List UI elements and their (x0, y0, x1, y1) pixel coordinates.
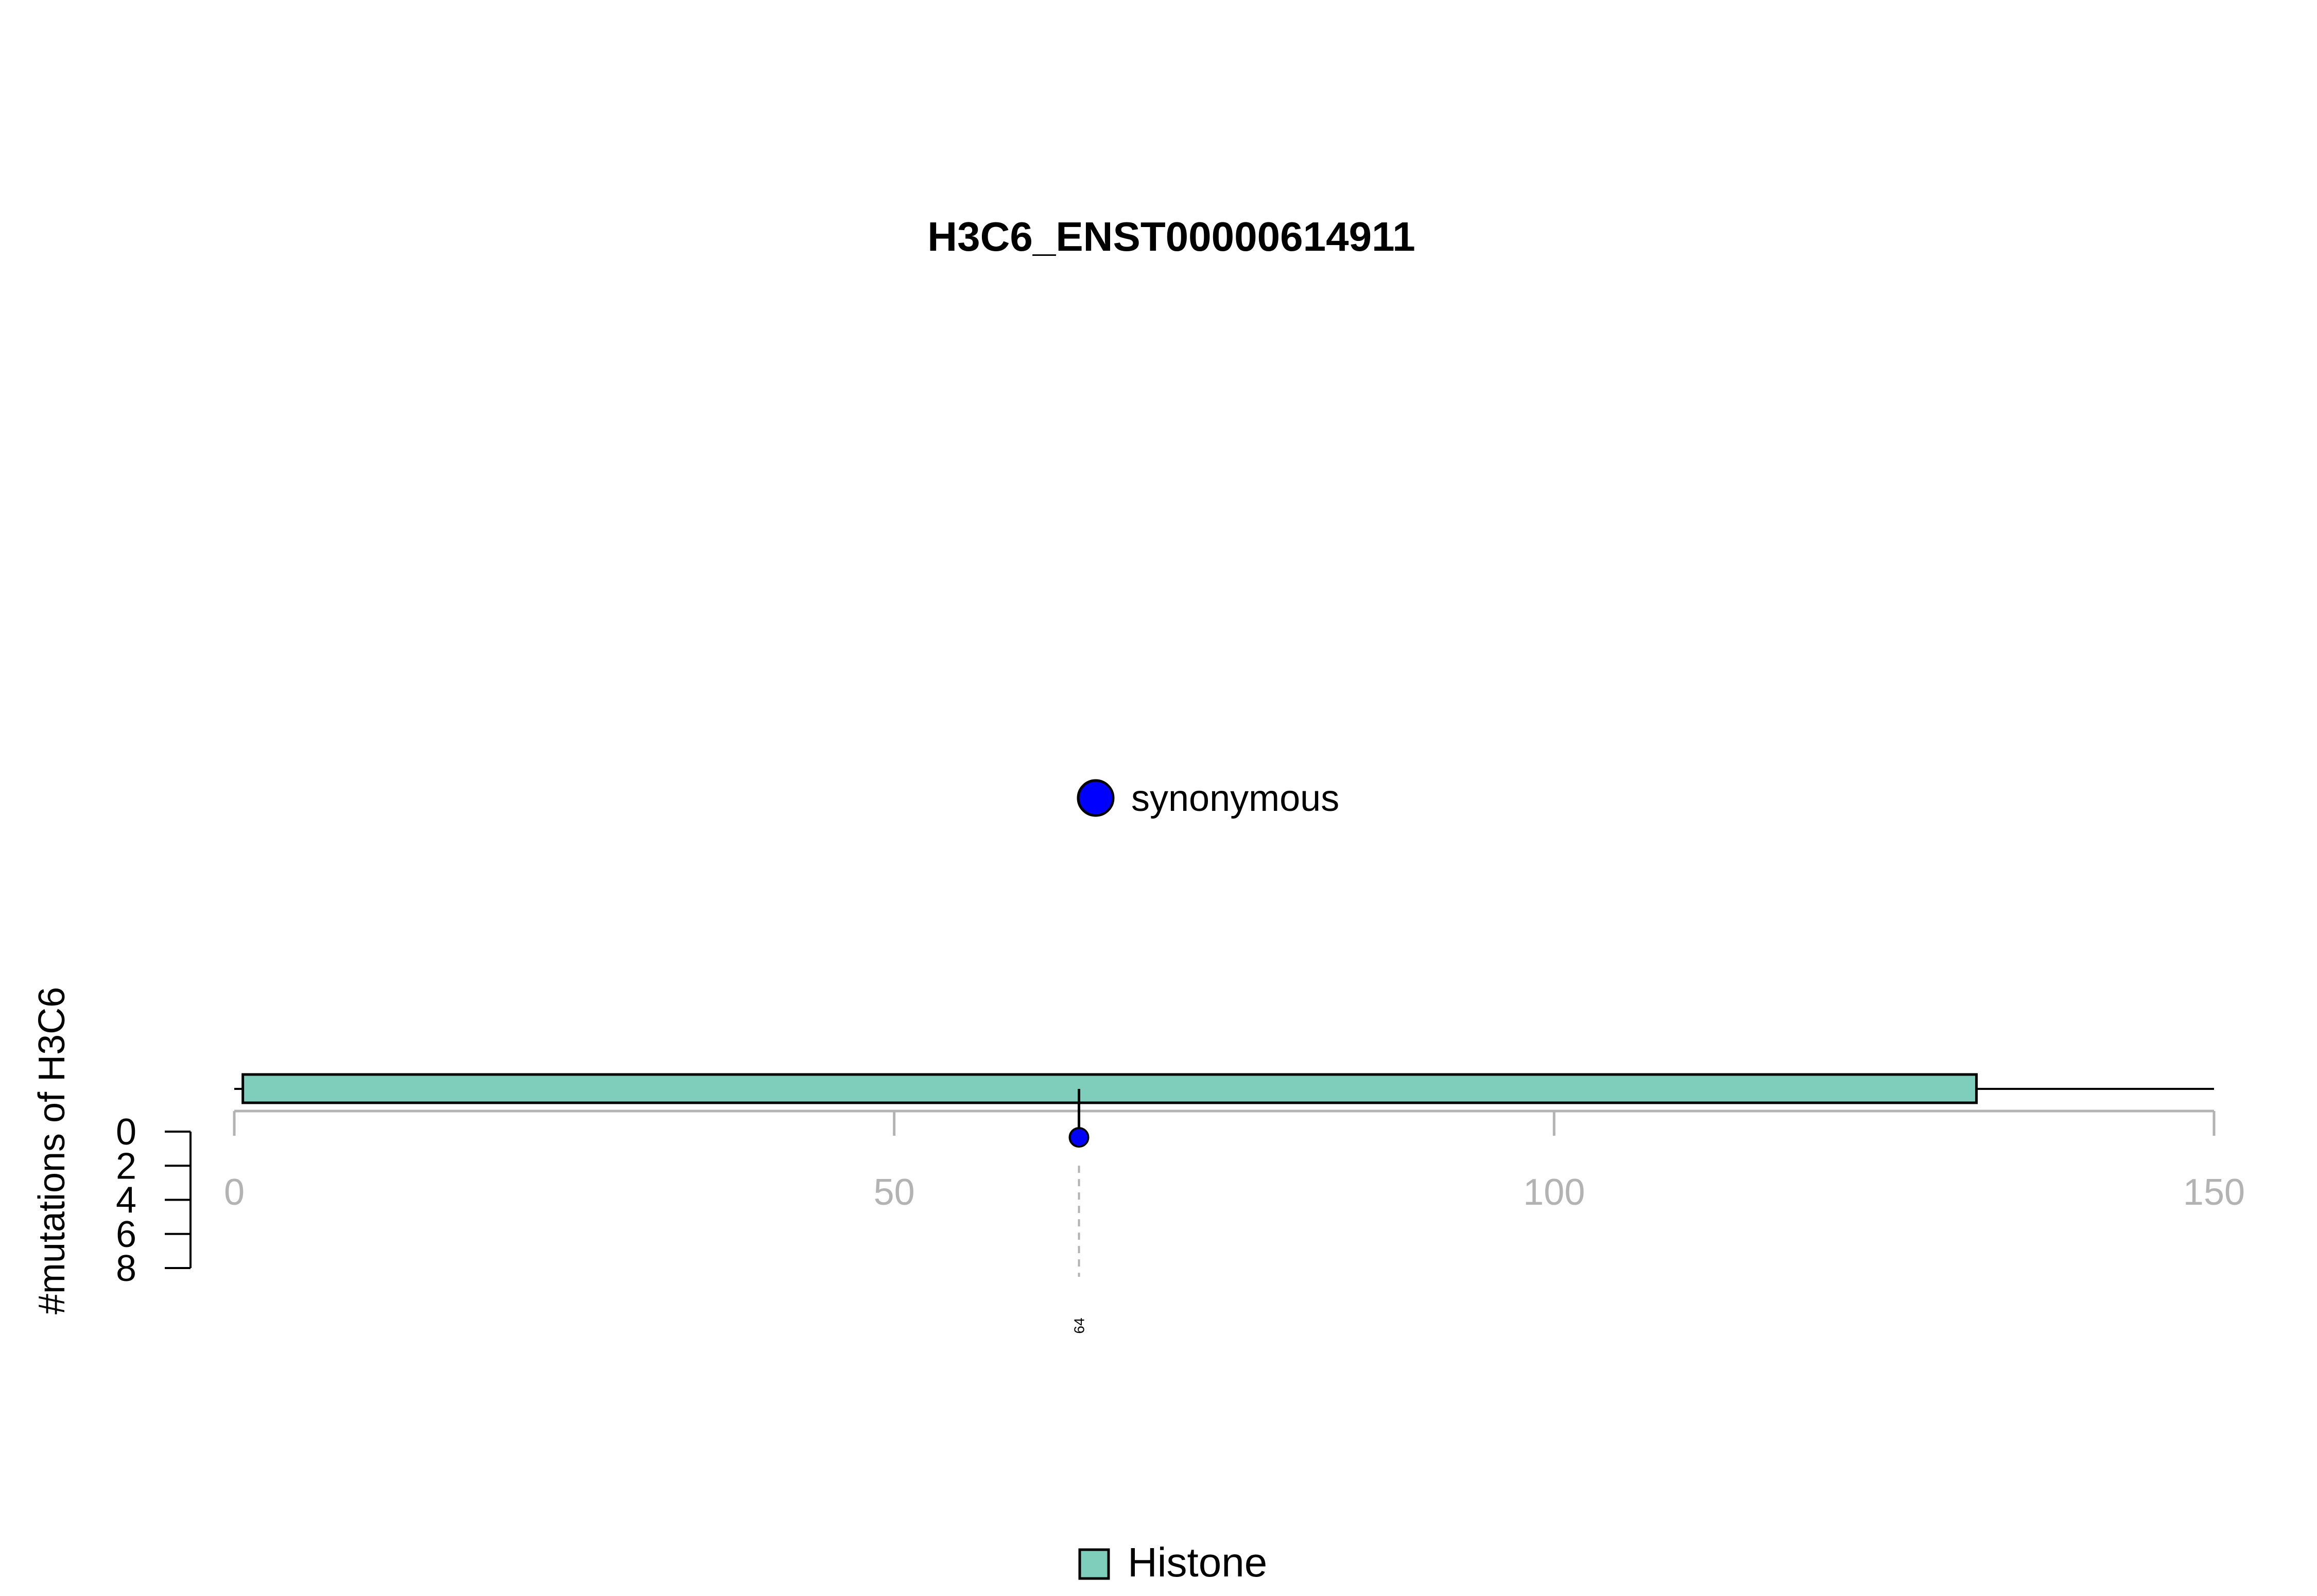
mutation-legend: synonymous (1077, 778, 1339, 819)
x-axis: 0 50 100 150 (224, 1109, 2245, 1213)
legend-label-synonymous: synonymous (1131, 778, 1339, 819)
y-axis-label: #mutations of H3C6 (31, 987, 73, 1314)
legend-marker-synonymous (1077, 779, 1115, 817)
x-tick-label: 150 (2183, 1172, 2245, 1213)
y-tick-label: 6 (116, 1214, 136, 1255)
chart-title: H3C6_ENST00000614911 (927, 214, 1415, 259)
y-tick-label: 4 (116, 1180, 136, 1221)
domain-histone (241, 1073, 1978, 1104)
mutation-position-label: 64 (1071, 1317, 1087, 1333)
x-tick-label: 100 (1523, 1172, 1585, 1213)
y-tick-label: 0 (116, 1112, 136, 1153)
domain-layer (241, 1073, 1978, 1104)
domain-legend-swatch (1078, 1548, 1110, 1580)
domain-legend: Histone (1078, 1539, 1267, 1585)
x-tick-label: 0 (224, 1172, 245, 1213)
y-tick-label: 8 (116, 1248, 136, 1289)
y-tick-label: 2 (116, 1146, 136, 1187)
lollipop-layer: 64 (1068, 1089, 1090, 1334)
x-tick-label: 50 (874, 1172, 915, 1213)
domain-legend-label: Histone (1128, 1539, 1267, 1585)
lollipop-point-synonymous (1068, 1127, 1090, 1148)
